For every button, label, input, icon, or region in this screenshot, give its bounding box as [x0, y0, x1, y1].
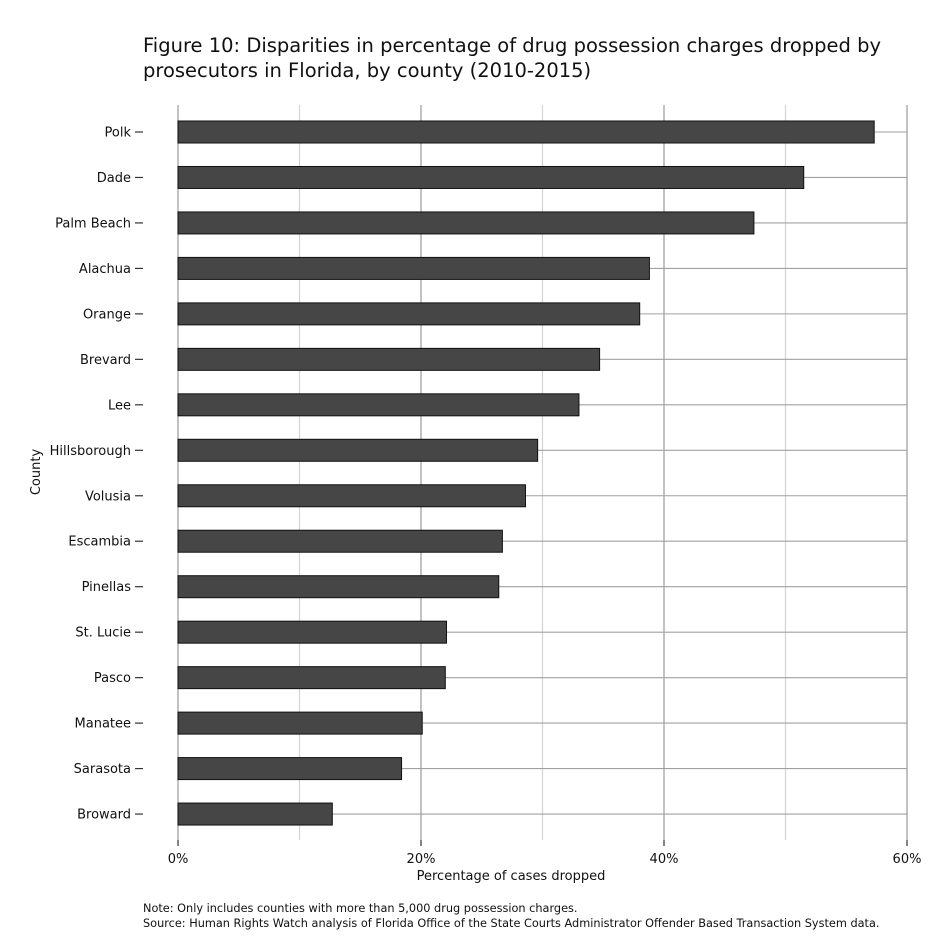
- bar-alachua: [177, 256, 650, 280]
- y-tick-label: Orange: [83, 307, 131, 322]
- y-tick-label: Alachua: [79, 262, 131, 277]
- bars: [177, 120, 875, 826]
- bar-palm-beach: [177, 211, 755, 235]
- y-tick-label: Manatee: [75, 717, 131, 732]
- y-tick-label: Polk: [105, 126, 132, 141]
- x-axis-tick-labels: 0% 20% 40% 60%: [168, 840, 922, 867]
- bar-volusia: [177, 484, 526, 508]
- source-text: Source: Human Rights Watch analysis of F…: [143, 917, 880, 930]
- bar-polk: [177, 120, 875, 144]
- bar-escambia: [177, 529, 503, 553]
- x-tick-label: 20%: [407, 852, 436, 867]
- y-tick-label: Palm Beach: [55, 216, 131, 231]
- bar-hillsborough: [177, 438, 539, 462]
- bar-sarasota: [177, 757, 403, 781]
- y-axis-tick-labels: Polk Dade Palm Beach Alachua Orange Brevard Le…: [50, 126, 143, 823]
- y-tick-label: Pinellas: [82, 580, 132, 595]
- bar-broward: [177, 802, 333, 826]
- bar-dade: [177, 165, 805, 189]
- bar-manatee: [177, 711, 423, 735]
- y-tick-label: Broward: [77, 808, 131, 823]
- y-axis-label: County: [29, 449, 44, 496]
- y-tick-label: Hillsborough: [50, 444, 131, 459]
- y-tick-label: Sarasota: [74, 762, 131, 777]
- bar-orange: [177, 302, 641, 326]
- y-tick-label: Lee: [108, 398, 131, 413]
- bar-pinellas: [177, 575, 500, 599]
- chart-title-line-1: Figure 10: Disparities in percentage of …: [143, 34, 881, 57]
- x-tick-label: 0%: [168, 852, 189, 867]
- bar-pasco: [177, 666, 446, 690]
- y-tick-label: St. Lucie: [75, 626, 131, 641]
- note-text: Note: Only includes counties with more t…: [143, 902, 578, 915]
- chart-title-line-2: prosecutors in Florida, by county (2010-…: [143, 59, 591, 82]
- y-tick-label: Volusia: [85, 489, 131, 504]
- bar-lee: [177, 393, 580, 417]
- y-tick-label: Pasco: [94, 671, 131, 686]
- bar-st-lucie: [177, 620, 448, 644]
- y-tick-label: Escambia: [68, 535, 131, 550]
- y-tick-label: Brevard: [80, 353, 131, 368]
- x-tick-label: 60%: [893, 852, 922, 867]
- bar-brevard: [177, 347, 601, 371]
- x-axis-label: Percentage of cases dropped: [417, 869, 606, 884]
- y-tick-label: Dade: [97, 171, 131, 186]
- x-tick-label: 40%: [650, 852, 679, 867]
